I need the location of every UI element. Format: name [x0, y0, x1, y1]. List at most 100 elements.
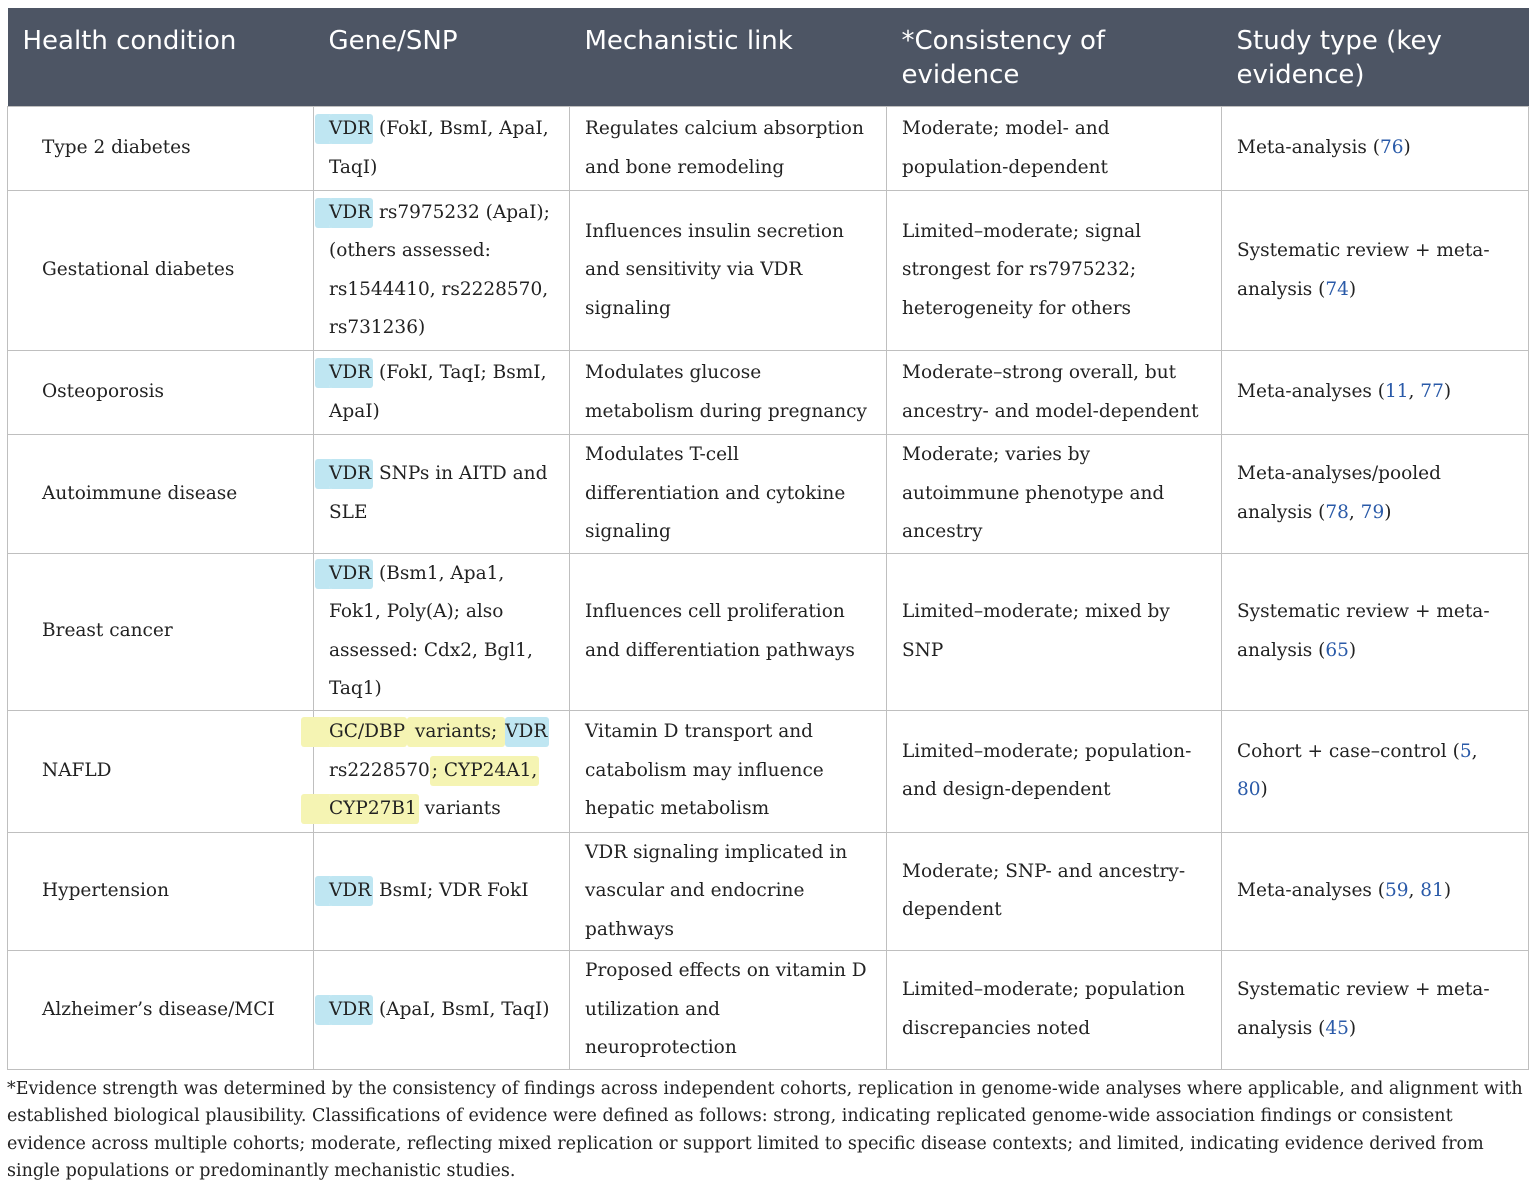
cell-gene: VDR (FokI, TaqI; BsmI, ApaI)	[313, 350, 570, 435]
cell-gene: VDR SNPs in AITD and SLE	[313, 434, 570, 554]
cell-study: Systematic review + meta-analysis (45)	[1221, 950, 1529, 1070]
cell-study: Meta-analyses (11, 77)	[1221, 350, 1529, 435]
gene-text: rs7975232 (ApaI); (others assessed: rs15…	[329, 201, 550, 339]
cell-gene: VDR (FokI, BsmI, ApaI, TaqI)	[313, 106, 570, 191]
study-text: Meta-analysis (	[1237, 137, 1380, 159]
cell-condition: Type 2 diabetes	[7, 106, 314, 191]
cell-condition: Hypertension	[7, 831, 314, 951]
header-mechanistic-link: Mechanistic link	[569, 8, 887, 107]
table-body: Type 2 diabetes VDR (FokI, BsmI, ApaI, T…	[7, 106, 1529, 1070]
reference-link[interactable]: 11	[1384, 381, 1409, 403]
gene-text: (FokI, BsmI, ApaI, TaqI)	[329, 118, 549, 178]
gene-text: variants;	[407, 717, 506, 748]
gene-text: (Bsm1, Apa1, Fok1, Poly(A); also assesse…	[329, 562, 533, 700]
cell-gene: VDR rs7975232 (ApaI); (others assessed: …	[313, 190, 570, 351]
study-close: )	[1384, 501, 1392, 523]
table-footnote: *Evidence strength was determined by the…	[7, 1078, 1523, 1182]
gene-highlight: VDR	[329, 459, 374, 490]
gene-highlight: VDR	[329, 994, 374, 1025]
reference-link[interactable]: 81	[1420, 880, 1444, 901]
cell-condition: NAFLD	[7, 709, 314, 833]
cell-consistency: Moderate; varies by autoimmune phenotype…	[886, 434, 1222, 554]
reference-link[interactable]: 77	[1420, 381, 1444, 403]
reference-link[interactable]: 74	[1325, 278, 1349, 300]
cell-study: Systematic review + meta-analysis (65)	[1221, 552, 1529, 711]
cell-mechanism: Modulates glucose metabolism during preg…	[569, 350, 887, 435]
reference-link[interactable]: 5	[1459, 740, 1472, 762]
table-row: Breast cancer VDR (Bsm1, Apa1, Fok1, Pol…	[7, 552, 1529, 711]
cell-mechanism: Influences cell proliferation and differ…	[569, 552, 887, 711]
study-close: )	[1348, 1017, 1357, 1039]
study-close: )	[1348, 639, 1357, 661]
ref-separator: ,	[1408, 381, 1421, 403]
table-row: Alzheimer’s disease/MCI VDR (ApaI, BsmI,…	[7, 950, 1529, 1070]
header-study-type: Study type (key evidence)	[1221, 8, 1529, 107]
study-text: Systematic review + meta-analysis (	[1237, 240, 1490, 300]
cell-mechanism: Modulates T-cell differentiation and cyt…	[569, 434, 887, 554]
cell-consistency: Moderate; model- and population-dependen…	[886, 106, 1222, 191]
reference-link[interactable]: 79	[1360, 501, 1385, 523]
study-close: )	[1443, 880, 1452, 901]
study-close: )	[1260, 779, 1268, 800]
header-gene-snp: Gene/SNP	[313, 8, 570, 107]
gene-highlight-gc-dbp: GC/DBP	[329, 717, 408, 748]
gene-highlight: VDR	[329, 876, 374, 906]
cell-study: Meta-analyses/pooled analysis (78, 79)	[1221, 434, 1529, 554]
reference-link[interactable]: 59	[1384, 880, 1409, 901]
cell-condition: Alzheimer’s disease/MCI	[7, 950, 314, 1070]
study-text: Systematic review + meta-analysis (	[1237, 979, 1490, 1039]
ref-separator: ,	[1408, 880, 1421, 901]
study-text: Systematic review + meta-analysis (	[1237, 601, 1490, 661]
cell-mechanism: Regulates calcium absorption and bone re…	[569, 106, 887, 191]
evidence-table: Health condition Gene/SNP Mechanistic li…	[7, 8, 1529, 1070]
cell-gene: GC/DBP variants; VDR rs2228570; CYP24A1,…	[313, 709, 570, 833]
header-consistency: *Consistency of evidence	[886, 8, 1222, 107]
cell-study: Systematic review + meta-analysis (74)	[1221, 190, 1529, 351]
ref-separator: ,	[1471, 740, 1478, 762]
cell-consistency: Limited–moderate; population- and design…	[886, 709, 1222, 833]
study-close: )	[1443, 381, 1452, 403]
cell-mechanism: Vitamin D transport and catabolism may i…	[569, 709, 887, 833]
table-row: Autoimmune disease VDR SNPs in AITD and …	[7, 434, 1529, 554]
cell-gene: VDR BsmI; VDR FokI	[313, 831, 570, 951]
table-row: NAFLD GC/DBP variants; VDR rs2228570; CY…	[7, 709, 1529, 833]
study-text: Meta-analyses (	[1237, 880, 1385, 901]
study-close: )	[1403, 137, 1411, 159]
cell-consistency: Moderate–strong overall, but ancestry- a…	[886, 350, 1222, 435]
gene-text: (ApaI, BsmI, TaqI)	[373, 998, 550, 1020]
cell-consistency: Limited–moderate; mixed by SNP	[886, 552, 1222, 711]
study-text: Cohort + case–control (	[1237, 740, 1460, 762]
study-text: Meta-analyses/pooled analysis (	[1237, 463, 1441, 523]
gene-text: variants	[418, 798, 501, 820]
table-row: Gestational diabetes VDR rs7975232 (ApaI…	[7, 190, 1529, 351]
cell-consistency: Moderate; SNP- and ancestry-dependent	[886, 831, 1222, 951]
cell-study: Cohort + case–control (5, 80)	[1221, 709, 1529, 833]
gene-highlight-vdr: VDR	[505, 717, 550, 748]
gene-text: (FokI, TaqI; BsmI, ApaI)	[329, 362, 547, 422]
gene-highlight: VDR	[329, 197, 374, 228]
reference-link[interactable]: 80	[1237, 779, 1261, 800]
gene-highlight: VDR	[329, 114, 374, 144]
cell-study: Meta-analysis (76)	[1221, 106, 1529, 191]
study-text: Meta-analyses (	[1237, 381, 1385, 403]
gene-highlight-cyp24a1: ; CYP24A1,	[429, 755, 540, 786]
cell-mechanism: Proposed effects on vitamin D utilizatio…	[569, 950, 887, 1070]
table-row: Osteoporosis VDR (FokI, TaqI; BsmI, ApaI…	[7, 350, 1529, 435]
reference-link[interactable]: 78	[1325, 501, 1349, 523]
gene-text: BsmI; VDR FokI	[373, 880, 529, 901]
cell-condition: Gestational diabetes	[7, 190, 314, 351]
cell-gene: VDR (ApaI, BsmI, TaqI)	[313, 950, 570, 1070]
header-health-condition: Health condition	[7, 8, 314, 107]
table-row: Hypertension VDR BsmI; VDR FokI VDR sign…	[7, 831, 1529, 951]
study-close: )	[1348, 278, 1357, 300]
gene-highlight: VDR	[329, 558, 374, 589]
cell-consistency: Limited–moderate; signal strongest for r…	[886, 190, 1222, 351]
table-header: Health condition Gene/SNP Mechanistic li…	[7, 8, 1529, 107]
gene-highlight-cyp27b1: CYP27B1	[329, 794, 419, 825]
cell-consistency: Limited–moderate; population discrepanci…	[886, 950, 1222, 1070]
cell-condition: Breast cancer	[7, 552, 314, 711]
reference-link[interactable]: 65	[1325, 639, 1349, 661]
cell-mechanism: VDR signaling implicated in vascular and…	[569, 831, 887, 951]
reference-link[interactable]: 45	[1325, 1017, 1349, 1039]
reference-link[interactable]: 76	[1379, 137, 1404, 159]
